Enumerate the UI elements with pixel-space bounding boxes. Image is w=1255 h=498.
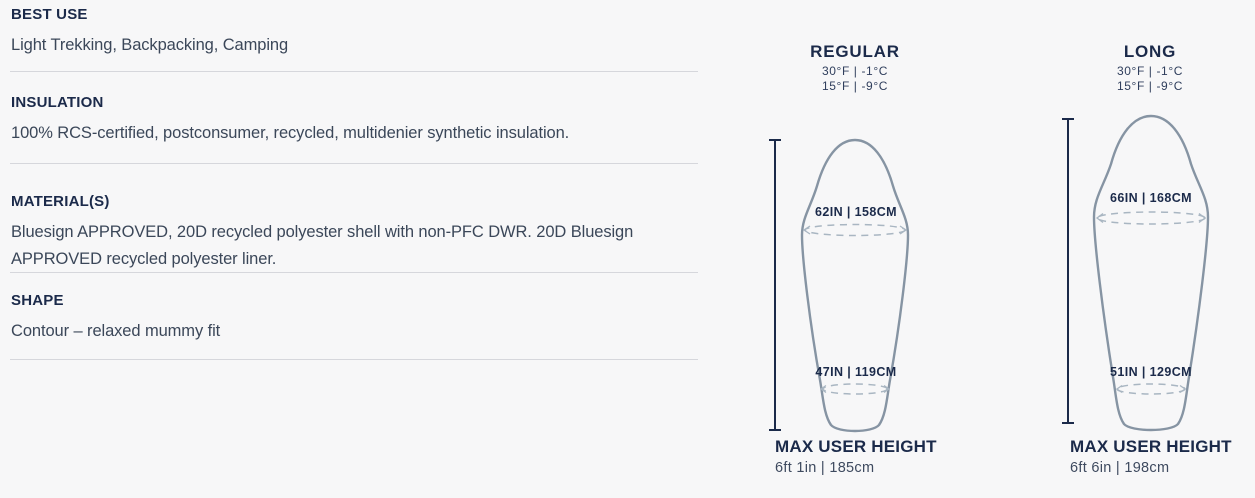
height-extent-line xyxy=(769,139,781,431)
divider xyxy=(10,71,698,72)
spec-section-best-use: BEST USE Light Trekking, Backpacking, Ca… xyxy=(11,6,666,59)
shoulder-girth-label: 62IN | 158CM xyxy=(815,205,897,219)
max-user-height-label: MAX USER HEIGHT xyxy=(775,437,937,456)
girth-arrow-left-icon xyxy=(1115,384,1123,394)
size-title: REGULAR xyxy=(810,42,900,61)
divider xyxy=(10,163,698,164)
shoulder-girth-ellipse xyxy=(804,223,906,237)
temp-rating-line-2: 15°F | -9°C xyxy=(1117,79,1183,93)
shoulder-girth-label: 66IN | 168CM xyxy=(1110,191,1192,205)
spec-section-shape: SHAPE Contour – relaxed mummy fit xyxy=(11,292,666,345)
temp-rating-line-1: 30°F | -1°C xyxy=(1117,64,1183,78)
spec-value: Light Trekking, Backpacking, Camping xyxy=(11,36,289,54)
girth-arrow-right-icon xyxy=(1179,384,1187,394)
shoulder-girth-ellipse xyxy=(1096,211,1206,225)
spec-label: MATERIAL(S) xyxy=(11,193,110,210)
temp-rating-line-2: 15°F | -9°C xyxy=(822,79,888,93)
divider xyxy=(10,272,698,273)
spec-value: 100% RCS-certified, postconsumer, recycl… xyxy=(11,124,570,142)
height-extent-line xyxy=(1062,118,1074,424)
sleeping-bag-diagram xyxy=(800,138,910,433)
bag-outline xyxy=(800,138,910,433)
spec-section-insulation: INSULATION 100% RCS-certified, postconsu… xyxy=(11,94,666,147)
girth-arrow-left-icon xyxy=(802,225,811,235)
girth-arrow-left-icon xyxy=(1095,212,1104,224)
spec-section-materials: MATERIAL(S) Bluesign APPROVED, 20D recyc… xyxy=(11,193,666,273)
hip-girth-label: 47IN | 119CM xyxy=(815,365,897,379)
spec-value: Contour – relaxed mummy fit xyxy=(11,322,221,340)
hip-girth-ellipse xyxy=(822,383,888,395)
girth-arrow-right-icon xyxy=(883,384,891,394)
hip-girth-ellipse xyxy=(1116,383,1186,395)
spec-label: BEST USE xyxy=(11,6,88,23)
spec-value: Bluesign APPROVED, 20D recycled polyeste… xyxy=(11,223,634,268)
girth-arrow-right-icon xyxy=(899,225,908,235)
bag-outline xyxy=(1092,114,1210,432)
divider xyxy=(10,359,698,360)
sleeping-bag-diagram xyxy=(1092,114,1210,432)
spec-label: INSULATION xyxy=(11,94,104,111)
hip-girth-label: 51IN | 129CM xyxy=(1110,365,1192,379)
temp-rating-line-1: 30°F | -1°C xyxy=(822,64,888,78)
max-user-height-label: MAX USER HEIGHT xyxy=(1070,437,1232,456)
max-user-height-value: 6ft 1in | 185cm xyxy=(775,460,875,476)
spec-label: SHAPE xyxy=(11,292,64,309)
max-user-height-value: 6ft 6in | 198cm xyxy=(1070,460,1170,476)
girth-arrow-left-icon xyxy=(819,384,827,394)
girth-arrow-right-icon xyxy=(1198,212,1207,224)
size-title: LONG xyxy=(1123,42,1177,61)
